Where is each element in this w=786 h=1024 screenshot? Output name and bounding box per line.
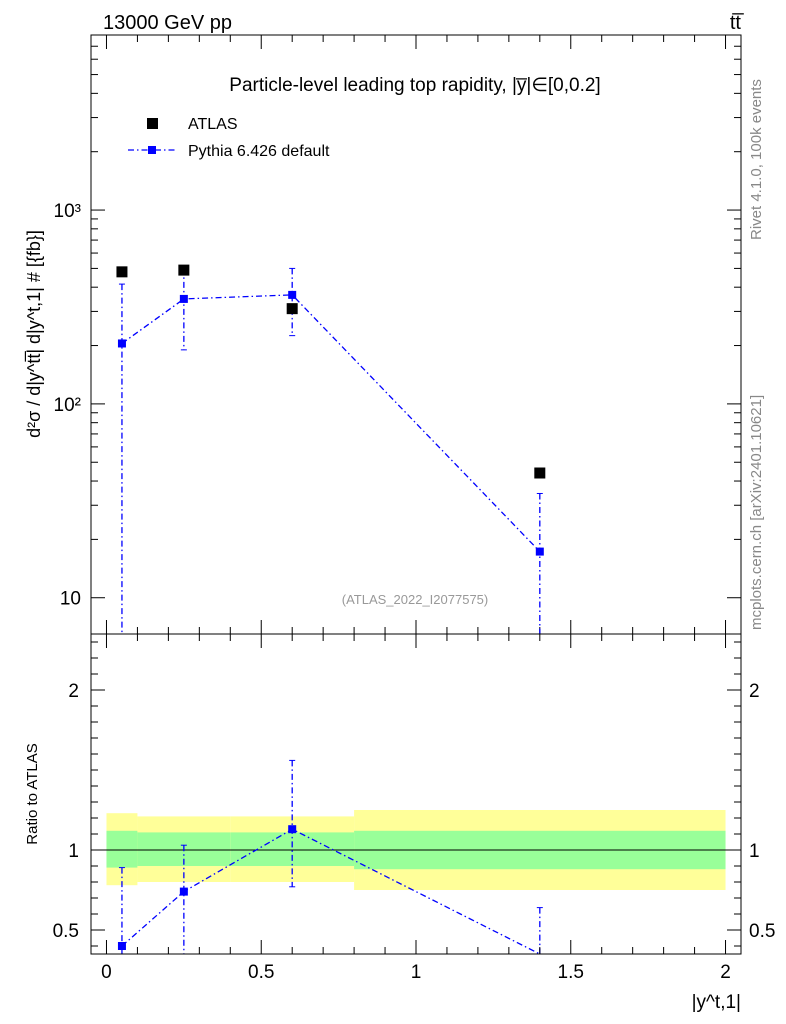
y-tick-label: 10³	[54, 201, 81, 222]
pythia-point	[288, 290, 297, 299]
rivet-version-label: Rivet 4.1.0, 100k events	[748, 79, 765, 240]
y-tick-label: 10²	[54, 395, 81, 416]
atlas-point	[534, 467, 546, 479]
ratio-ticks	[91, 634, 741, 954]
ratio-y-tick-label-right: 1	[749, 841, 760, 862]
chart-title: Particle-level leading top rapidity, |y̅…	[229, 75, 600, 96]
x-tick-label: 0	[101, 962, 112, 983]
ratio-y-tick-label: 0.5	[53, 921, 79, 942]
ratio-pythia-line	[121, 828, 541, 955]
atlas-point	[116, 266, 128, 278]
legend-pythia-label: Pythia 6.426 default	[188, 143, 330, 160]
legend-pythia-marker	[148, 146, 156, 154]
pythia-point	[117, 339, 126, 348]
x-tick-label: 2	[720, 962, 731, 983]
x-tick-label: 1	[411, 962, 422, 983]
analysis-watermark: (ATLAS_2022_I2077575)	[342, 592, 488, 607]
main-data-marks	[116, 264, 546, 634]
main-y-tick-labels: 10 10² 10³	[54, 201, 81, 610]
ratio-y-tick-label: 1	[68, 841, 79, 862]
legend-atlas-marker	[147, 118, 158, 129]
x-tick-labels: 0 0.5 1 1.5 2	[101, 962, 731, 983]
ratio-pythia-point	[288, 825, 297, 834]
energy-label: 13000 GeV pp	[103, 12, 232, 34]
ratio-data-marks	[117, 759, 543, 955]
main-y-axis-label: d²σ / d|y^tt̅| d|y^t,1| # [{fb}]	[24, 230, 44, 438]
main-ticks	[91, 34, 741, 634]
ratio-pythia-point	[117, 942, 126, 950]
ratio-band-inner	[106, 830, 138, 868]
legend: ATLAS Pythia 6.426 default	[128, 116, 330, 160]
ratio-y-axis-label: Ratio to ATLAS	[24, 743, 41, 844]
process-label: tt̅	[730, 12, 744, 34]
pythia-point	[535, 547, 544, 556]
ratio-pythia-point	[179, 887, 188, 896]
pythia-point	[179, 294, 188, 303]
ratio-y-tick-label: 2	[68, 681, 79, 702]
mcplots-label: mcplots.cern.ch [arXiv:2401.10621]	[748, 395, 765, 630]
pythia-line	[121, 294, 541, 553]
main-panel: 10 10² 10³ Particle-level leading top rapi…	[24, 34, 742, 635]
ratio-y-tick-label-right: 0.5	[749, 921, 775, 942]
x-tick-label: 0.5	[248, 962, 274, 983]
atlas-point	[286, 303, 298, 315]
ratio-y-tick-labels: 0.5 0.5 1 1 2 2	[53, 681, 776, 942]
ratio-frame	[90, 633, 742, 955]
ratio-panel: 0.5 0.5 1 1 2 2 0 0.5 1 1.5 2 Ratio to ATLAS |y^t…	[24, 633, 776, 1013]
atlas-point	[178, 264, 190, 276]
y-tick-label: 10	[60, 589, 81, 610]
ratio-y-tick-label-right: 2	[749, 681, 760, 702]
x-axis-label: |y^t,1|	[692, 992, 741, 1013]
x-tick-label: 1.5	[558, 962, 584, 983]
legend-atlas-label: ATLAS	[188, 116, 238, 133]
